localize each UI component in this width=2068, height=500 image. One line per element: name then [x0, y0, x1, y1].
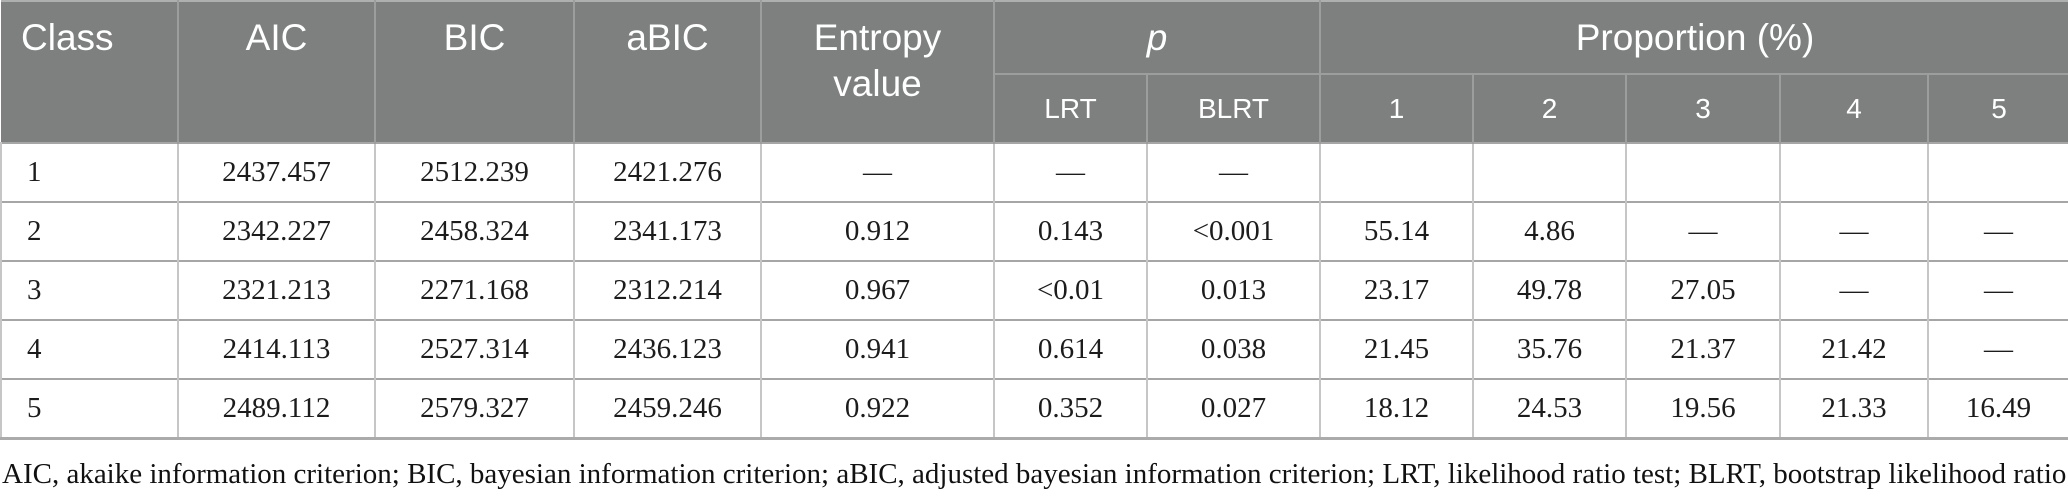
table-body: 1 2437.457 2512.239 2421.276 — — — 2 234…	[0, 142, 2068, 438]
cell-entropy: 0.912	[760, 201, 994, 261]
col-header-entropy: Entropy value	[760, 1, 994, 143]
cell-blrt: 0.013	[1145, 260, 1321, 320]
cell-p2: 4.86	[1472, 201, 1627, 261]
cell-aic: 2342.227	[177, 201, 375, 261]
cell-lrt: <0.01	[993, 260, 1147, 320]
table-header: Class AIC BIC aBIC Entropy value p Propo…	[1, 1, 2068, 143]
cell-bic: 2527.314	[374, 319, 574, 379]
cell-class: 2	[0, 201, 178, 261]
cell-abic: 2436.123	[573, 319, 761, 379]
cell-p3	[1625, 142, 1781, 202]
col-group-proportion: Proportion (%)	[1319, 1, 2068, 75]
cell-blrt: <0.001	[1145, 201, 1321, 261]
cell-bic: 2458.324	[374, 201, 574, 261]
cell-p4: —	[1779, 260, 1929, 320]
cell-bic: 2271.168	[374, 260, 574, 320]
cell-blrt: —	[1145, 142, 1321, 202]
cell-bic: 2579.327	[374, 378, 574, 438]
cell-p3: —	[1625, 201, 1781, 261]
cell-lrt: —	[993, 142, 1147, 202]
cell-bic: 2512.239	[374, 142, 574, 202]
cell-abic: 2312.214	[573, 260, 761, 320]
subcol-header-lrt: LRT	[993, 74, 1147, 143]
subcol-header-5: 5	[1927, 74, 2068, 143]
table-footnote: AIC, akaike information criterion; BIC, …	[2, 457, 2067, 500]
cell-abic: 2341.173	[573, 201, 761, 261]
table-row: 3 2321.213 2271.168 2312.214 0.967 <0.01…	[0, 260, 2068, 320]
cell-p2: 35.76	[1472, 319, 1627, 379]
col-header-abic: aBIC	[573, 1, 761, 143]
subcol-header-blrt: BLRT	[1145, 74, 1321, 143]
cell-p5: —	[1927, 260, 2068, 320]
cell-p3: 19.56	[1625, 378, 1781, 438]
cell-class: 5	[0, 378, 178, 438]
cell-p3: 27.05	[1625, 260, 1781, 320]
col-header-aic: AIC	[177, 1, 375, 143]
subcol-header-1: 1	[1319, 74, 1474, 143]
cell-p2: 24.53	[1472, 378, 1627, 438]
cell-p1: 55.14	[1319, 201, 1474, 261]
cell-entropy: 0.922	[760, 378, 994, 438]
cell-lrt: 0.143	[993, 201, 1147, 261]
entropy-label: Entropy value	[813, 17, 942, 105]
cell-p1: 21.45	[1319, 319, 1474, 379]
cell-lrt: 0.352	[993, 378, 1147, 438]
table-row: 5 2489.112 2579.327 2459.246 0.922 0.352…	[0, 378, 2068, 438]
cell-class: 4	[0, 319, 178, 379]
cell-p1: 23.17	[1319, 260, 1474, 320]
col-group-p: p	[992, 1, 1321, 75]
cell-p2	[1472, 142, 1627, 202]
cell-blrt: 0.027	[1145, 378, 1321, 438]
table-row: 4 2414.113 2527.314 2436.123 0.941 0.614…	[0, 319, 2068, 379]
cell-aic: 2321.213	[177, 260, 375, 320]
col-header-bic: BIC	[374, 1, 574, 143]
subcol-header-3: 3	[1625, 74, 1781, 143]
table-row: 1 2437.457 2512.239 2421.276 — — —	[0, 142, 2068, 202]
subcol-header-4: 4	[1779, 74, 1929, 143]
cell-aic: 2437.457	[177, 142, 375, 202]
cell-abic: 2421.276	[573, 142, 761, 202]
cell-abic: 2459.246	[573, 378, 761, 438]
cell-class: 3	[0, 260, 178, 320]
table-row: 2 2342.227 2458.324 2341.173 0.912 0.143…	[0, 201, 2068, 261]
col-header-class: Class	[1, 1, 178, 143]
cell-p4: —	[1779, 201, 1929, 261]
cell-lrt: 0.614	[993, 319, 1147, 379]
cell-p5: 16.49	[1927, 378, 2068, 438]
cell-entropy: 0.967	[760, 260, 994, 320]
cell-p2: 49.78	[1472, 260, 1627, 320]
cell-entropy: 0.941	[760, 319, 994, 379]
cell-p4: 21.33	[1779, 378, 1929, 438]
cell-p4: 21.42	[1779, 319, 1929, 379]
header-row-top: Class AIC BIC aBIC Entropy value p Propo…	[1, 1, 2068, 143]
cell-aic: 2489.112	[177, 378, 375, 438]
cell-p1: 18.12	[1319, 378, 1474, 438]
model-fit-table: Class AIC BIC aBIC Entropy value p Propo…	[0, 0, 2068, 440]
subcol-header-2: 2	[1472, 74, 1627, 143]
header-row-sub: LRT BLRT 1 2 3 4 5	[1, 74, 2068, 143]
cell-p5: —	[1927, 319, 2068, 379]
cell-p4	[1779, 142, 1929, 202]
cell-p5	[1927, 142, 2068, 202]
cell-p5: —	[1927, 201, 2068, 261]
cell-p1	[1319, 142, 1474, 202]
cell-aic: 2414.113	[177, 319, 375, 379]
cell-entropy: —	[760, 142, 994, 202]
cell-blrt: 0.038	[1145, 319, 1321, 379]
cell-p3: 21.37	[1625, 319, 1781, 379]
cell-class: 1	[0, 142, 178, 202]
